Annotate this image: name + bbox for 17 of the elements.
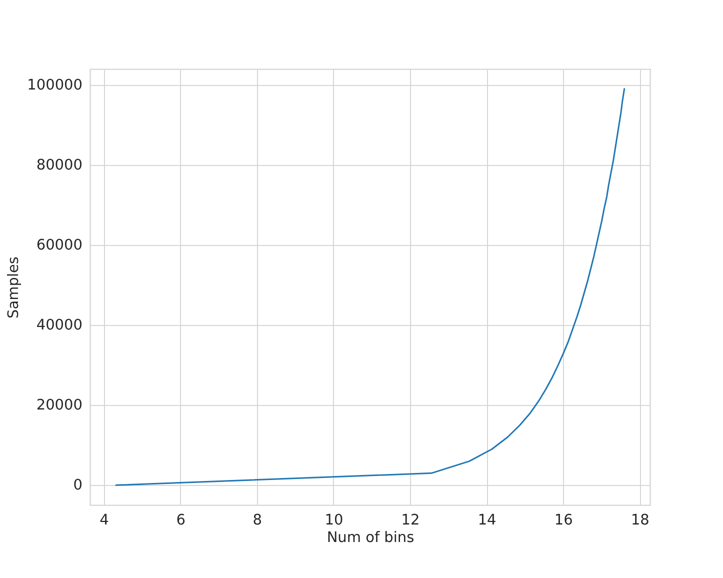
y-tick-label: 80000 xyxy=(36,157,82,174)
line-series xyxy=(115,88,626,486)
y-tick-label: 60000 xyxy=(36,237,82,254)
x-tick-label: 8 xyxy=(252,512,262,528)
y-axis-title: Samples xyxy=(6,256,22,318)
x-tick-label: 16 xyxy=(554,512,573,528)
x-tick-label: 4 xyxy=(100,512,109,528)
x-tick-label: 12 xyxy=(401,512,420,528)
y-tick-label: 100000 xyxy=(27,77,82,94)
y-tick-label: 40000 xyxy=(36,318,82,334)
x-tick-label: 10 xyxy=(324,512,344,528)
y-tick-label: 20000 xyxy=(36,398,82,414)
x-tick-label: 18 xyxy=(630,512,650,528)
y-tick-label: 0 xyxy=(73,478,82,494)
x-tick-label: 6 xyxy=(176,512,186,528)
x-tick-label: 14 xyxy=(478,512,496,528)
x-axis-title: Num of bins xyxy=(326,530,414,546)
